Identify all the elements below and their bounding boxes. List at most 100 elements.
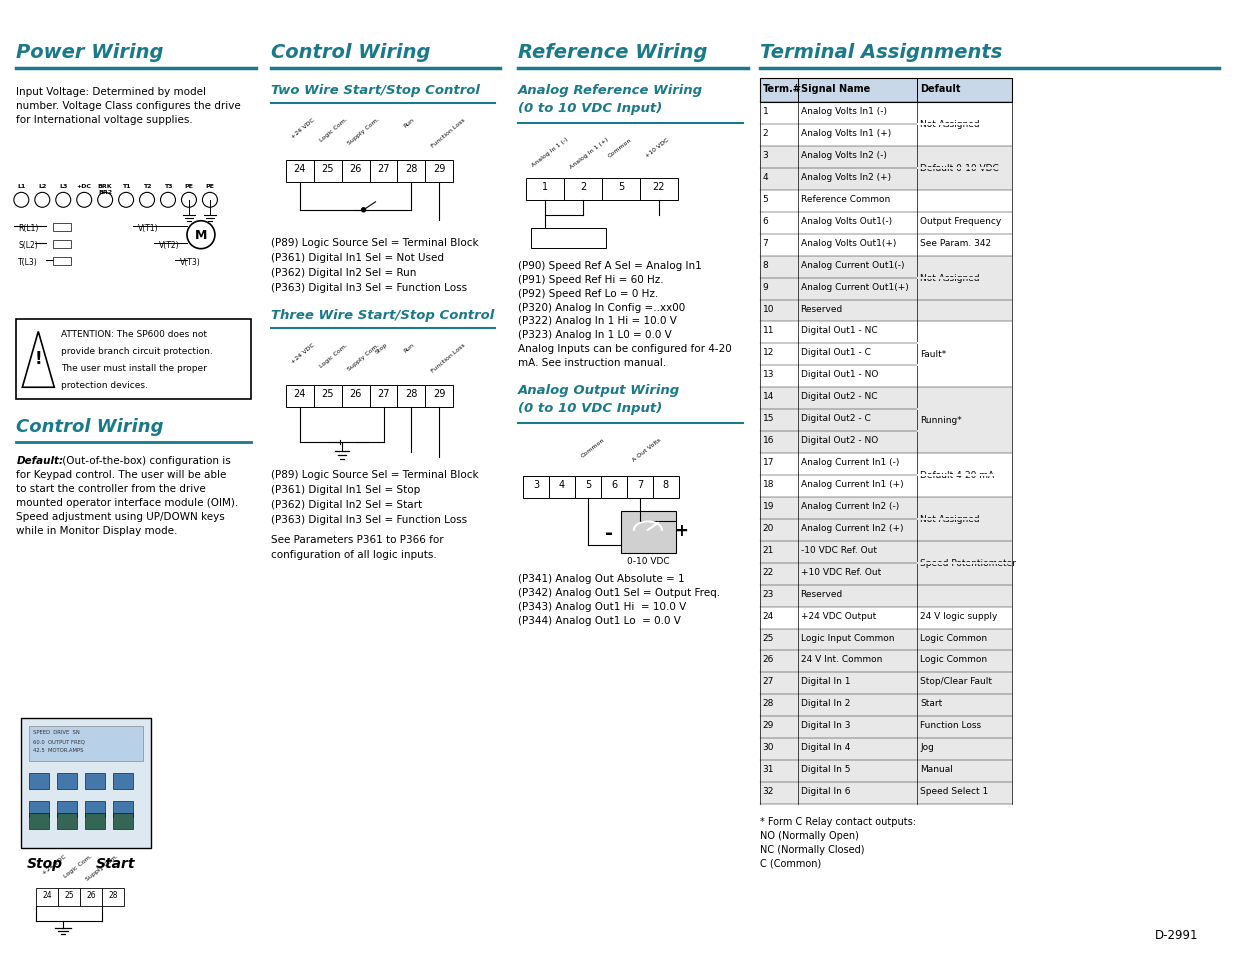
Text: 24: 24	[763, 611, 774, 620]
Text: NC (Normally Closed): NC (Normally Closed)	[760, 844, 864, 854]
Text: 0-10 VDC: 0-10 VDC	[626, 557, 669, 565]
Text: 26: 26	[350, 164, 362, 173]
Text: mA. See instruction manual.: mA. See instruction manual.	[519, 358, 667, 368]
Text: Analog Volts In2 (+): Analog Volts In2 (+)	[800, 172, 890, 182]
Bar	[57, 813, 78, 829]
Text: See Parameters P361 to P366 for: See Parameters P361 to P366 for	[270, 535, 443, 544]
Text: Analog Volts Out1(+): Analog Volts Out1(+)	[800, 238, 895, 248]
Text: 32: 32	[763, 786, 774, 795]
Text: 27: 27	[377, 164, 390, 173]
Bar	[760, 760, 1013, 782]
Bar	[760, 147, 1013, 169]
Text: (P363) Digital In3 Sel = Function Loss: (P363) Digital In3 Sel = Function Loss	[270, 282, 467, 293]
Text: Speed Select 1: Speed Select 1	[920, 786, 988, 795]
Text: T(L3): T(L3)	[19, 257, 38, 266]
Text: (P92) Speed Ref Lo = 0 Hz.: (P92) Speed Ref Lo = 0 Hz.	[519, 288, 658, 298]
Bar	[398, 386, 425, 408]
Bar	[918, 124, 1013, 126]
Text: for Keypad control. The user will be able: for Keypad control. The user will be abl…	[16, 470, 227, 479]
Text: Terminal Assignments: Terminal Assignments	[760, 43, 1002, 62]
Text: 29: 29	[763, 720, 774, 729]
Text: Analog Current Out1(-): Analog Current Out1(-)	[800, 260, 904, 270]
Text: Three Wire Start/Stop Control: Three Wire Start/Stop Control	[270, 309, 494, 322]
Text: while in Monitor Display mode.: while in Monitor Display mode.	[16, 525, 178, 536]
Text: Start: Start	[920, 699, 942, 708]
Bar	[30, 801, 49, 817]
Text: Digital In 5: Digital In 5	[800, 764, 850, 773]
Bar	[653, 476, 679, 498]
Text: Analog Volts In1 (-): Analog Volts In1 (-)	[800, 107, 887, 116]
Text: Analog In 1 (+): Analog In 1 (+)	[569, 137, 610, 170]
Text: Output Frequency: Output Frequency	[920, 216, 1002, 226]
Bar	[760, 541, 1013, 563]
Text: (P363) Digital In3 Sel = Function Loss: (P363) Digital In3 Sel = Function Loss	[270, 515, 467, 524]
Text: Digital Out2 - C: Digital Out2 - C	[800, 414, 871, 423]
Bar	[918, 168, 1013, 170]
Text: Logic Input Common: Logic Input Common	[800, 633, 894, 642]
Text: (P362) Digital In2 Sel = Run: (P362) Digital In2 Sel = Run	[270, 268, 416, 277]
Text: (Out-of-the-box) configuration is: (Out-of-the-box) configuration is	[59, 456, 231, 466]
Bar	[53, 224, 72, 232]
Bar	[314, 161, 342, 183]
Bar	[342, 161, 369, 183]
Text: The user must install the proper: The user must install the proper	[62, 364, 207, 373]
Text: 5: 5	[618, 182, 624, 192]
Bar	[16, 320, 251, 400]
Text: Digital Out2 - NC: Digital Out2 - NC	[800, 392, 877, 401]
Text: 16: 16	[763, 436, 774, 445]
Bar	[918, 475, 1013, 476]
Bar	[760, 103, 1013, 125]
Text: Analog Current In1 (+): Analog Current In1 (+)	[800, 479, 903, 489]
Text: 26: 26	[763, 655, 774, 664]
Text: Input Voltage: Determined by model: Input Voltage: Determined by model	[16, 87, 206, 97]
Text: 14: 14	[763, 392, 774, 401]
Text: T1: T1	[122, 184, 131, 189]
Text: 42.5  MOTOR.AMPS: 42.5 MOTOR.AMPS	[33, 747, 84, 753]
Text: Default:: Default:	[16, 456, 63, 466]
Text: 12: 12	[763, 348, 774, 357]
Text: T3: T3	[164, 184, 172, 189]
Bar	[550, 476, 576, 498]
Text: 19: 19	[763, 501, 774, 511]
Text: 1: 1	[763, 107, 768, 116]
Text: (P342) Analog Out1 Sel = Output Freq.: (P342) Analog Out1 Sel = Output Freq.	[519, 587, 720, 597]
Text: Analog Current In1 (-): Analog Current In1 (-)	[800, 457, 899, 467]
Text: 25: 25	[763, 633, 774, 642]
Text: 28: 28	[405, 164, 417, 173]
Bar	[760, 79, 1013, 103]
Bar	[918, 518, 1013, 520]
Bar	[425, 161, 453, 183]
Text: 8: 8	[663, 479, 669, 490]
Bar	[760, 322, 1013, 344]
Bar	[760, 125, 1013, 147]
Bar	[760, 169, 1013, 191]
Text: 8: 8	[763, 260, 768, 270]
Text: (P341) Analog Out Absolute = 1: (P341) Analog Out Absolute = 1	[519, 573, 685, 583]
Bar	[760, 256, 1013, 278]
Bar	[314, 386, 342, 408]
Bar	[531, 229, 606, 249]
Text: protection devices.: protection devices.	[62, 381, 148, 390]
Bar	[601, 476, 627, 498]
Text: 2: 2	[763, 129, 768, 138]
Text: Digital In 4: Digital In 4	[800, 742, 850, 751]
Text: 24 V Int. Common: 24 V Int. Common	[800, 655, 882, 664]
Text: ATTENTION: The SP600 does not: ATTENTION: The SP600 does not	[62, 330, 207, 339]
Bar	[760, 673, 1013, 695]
Text: +24 VDC: +24 VDC	[290, 117, 316, 139]
Text: Digital Out2 - NO: Digital Out2 - NO	[800, 436, 878, 445]
Text: (P89) Logic Source Sel = Terminal Block: (P89) Logic Source Sel = Terminal Block	[270, 237, 478, 248]
Bar	[103, 888, 124, 905]
Text: Control Wiring: Control Wiring	[270, 43, 430, 62]
Text: 9: 9	[763, 282, 768, 292]
Text: Reference Common: Reference Common	[800, 194, 890, 204]
Text: (P90) Speed Ref A Sel = Analog In1: (P90) Speed Ref A Sel = Analog In1	[519, 260, 701, 271]
Text: (P91) Speed Ref Hi = 60 Hz.: (P91) Speed Ref Hi = 60 Hz.	[519, 274, 664, 284]
Text: Analog Volts In1 (+): Analog Volts In1 (+)	[800, 129, 890, 138]
Text: (P343) Analog Out1 Hi  = 10.0 V: (P343) Analog Out1 Hi = 10.0 V	[519, 601, 687, 611]
Text: Not Assigned: Not Assigned	[920, 274, 979, 282]
Text: V(T2): V(T2)	[159, 240, 179, 250]
Text: 24: 24	[42, 890, 52, 899]
Bar	[57, 801, 78, 817]
Text: Run: Run	[403, 342, 415, 354]
